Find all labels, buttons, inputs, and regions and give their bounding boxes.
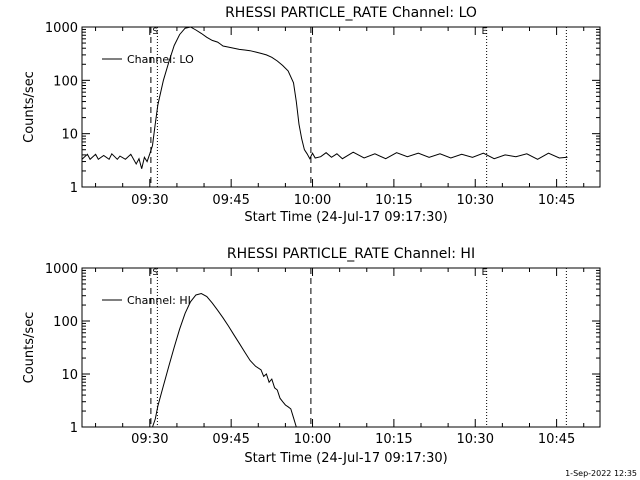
legend-label: Channel: LO [127, 53, 194, 66]
x-tick-label: 10:15 [375, 432, 412, 447]
chart-title: RHESSI PARTICLE_RATE Channel: LO [225, 5, 477, 21]
y-tick-label: 1000 [45, 21, 78, 36]
x-axis-label: Start Time (24-Jul-17 09:17:30) [244, 451, 447, 466]
marker-label-e: E [482, 27, 488, 37]
y-axis-label: Counts/sec [22, 71, 37, 143]
x-tick-label: 10:15 [375, 193, 412, 208]
x-tick-label: 10:45 [538, 432, 575, 447]
chart-title: RHESSI PARTICLE_RATE Channel: HI [227, 246, 475, 262]
footer-timestamp: 1-Sep-2022 12:35 [565, 469, 637, 478]
x-tick-label: 09:45 [212, 432, 249, 447]
plot-frame [81, 26, 601, 188]
x-tick-label: 09:30 [131, 432, 168, 447]
x-tick-label: 10:45 [538, 193, 575, 208]
x-tick-label: 10:30 [457, 193, 494, 208]
plot-frame [81, 267, 601, 428]
marker-label-e: E [482, 268, 488, 278]
y-tick-label: 10 [61, 128, 78, 143]
y-tick-label: 100 [53, 74, 78, 89]
y-axis-label: Counts/sec [22, 312, 37, 384]
series-line-0 [152, 292, 297, 428]
x-tick-label: 09:45 [212, 193, 249, 208]
series-line-0 [81, 26, 568, 169]
x-tick-label: 09:30 [131, 193, 168, 208]
y-tick-label: 10 [61, 368, 78, 383]
x-tick-label: 10:00 [294, 193, 331, 208]
x-tick-label: 10:30 [457, 432, 494, 447]
y-tick-label: 1 [70, 421, 78, 436]
x-axis-label: Start Time (24-Jul-17 09:17:30) [244, 210, 447, 225]
y-tick-label: 1 [70, 181, 78, 196]
legend-label: Channel: HI [127, 294, 191, 307]
marker-label-s: S [152, 27, 158, 37]
y-tick-label: 100 [53, 315, 78, 330]
y-tick-label: 1000 [45, 262, 78, 277]
panel-lo: RHESSI PARTICLE_RATE Channel: LO 1 10 100 10… [22, 5, 601, 225]
marker-label-s: S [152, 268, 158, 278]
x-tick-label: 10:00 [294, 432, 331, 447]
panel-hi: RHESSI PARTICLE_RATE Channel: HI 1 10 100 10… [22, 246, 601, 466]
